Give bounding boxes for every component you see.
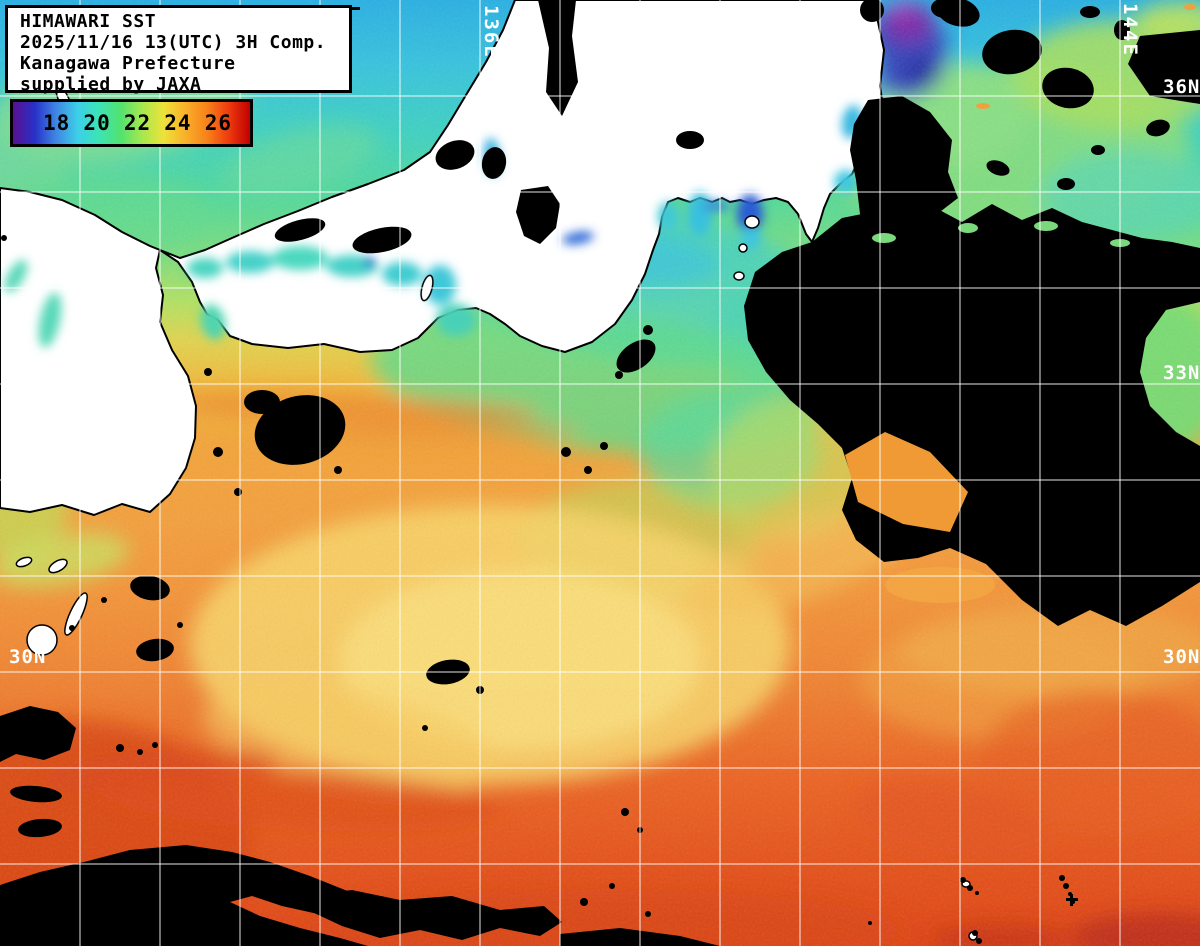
grid-label-144e: 144E	[1119, 3, 1141, 57]
colorbar-tick-18: 18	[43, 111, 71, 135]
info-line-region: Kanagawa Prefecture	[20, 53, 236, 74]
colorbar-tick-24: 24	[164, 111, 192, 135]
colorbar-tick-22: 22	[123, 111, 152, 135]
grid-label-30n-left: 30N	[9, 646, 47, 668]
info-line-datetime: 2025/11/16 13(UTC) 3H Comp.	[20, 32, 327, 53]
info-line-product: HIMAWARI SST	[20, 11, 157, 32]
grid-label-136e: 136E	[480, 5, 502, 59]
landmass-layer	[0, 0, 887, 516]
colorbar-gradient	[13, 102, 250, 144]
land-honshu-kyushu-shikoku	[0, 0, 887, 516]
colorbar-tick-20: 20	[83, 111, 111, 135]
cloud-large-mass	[744, 204, 1200, 626]
colorbar-ticks: 18 20 22 24 26	[13, 102, 250, 144]
info-box: HIMAWARI SST 2025/11/16 13(UTC) 3H Comp.…	[5, 5, 352, 95]
info-line-source: supplied by JAXA	[20, 74, 202, 95]
colorbar: 18 20 22 24 26	[10, 99, 253, 147]
grid-label-33n-right: 33N	[1163, 362, 1200, 384]
colorbar-tick-26: 26	[204, 111, 232, 135]
inland-sea-waters	[4, 105, 863, 348]
grid-label-30n-right: 30N	[1163, 646, 1200, 668]
grid-label-36n-right: 36N	[1163, 76, 1200, 98]
